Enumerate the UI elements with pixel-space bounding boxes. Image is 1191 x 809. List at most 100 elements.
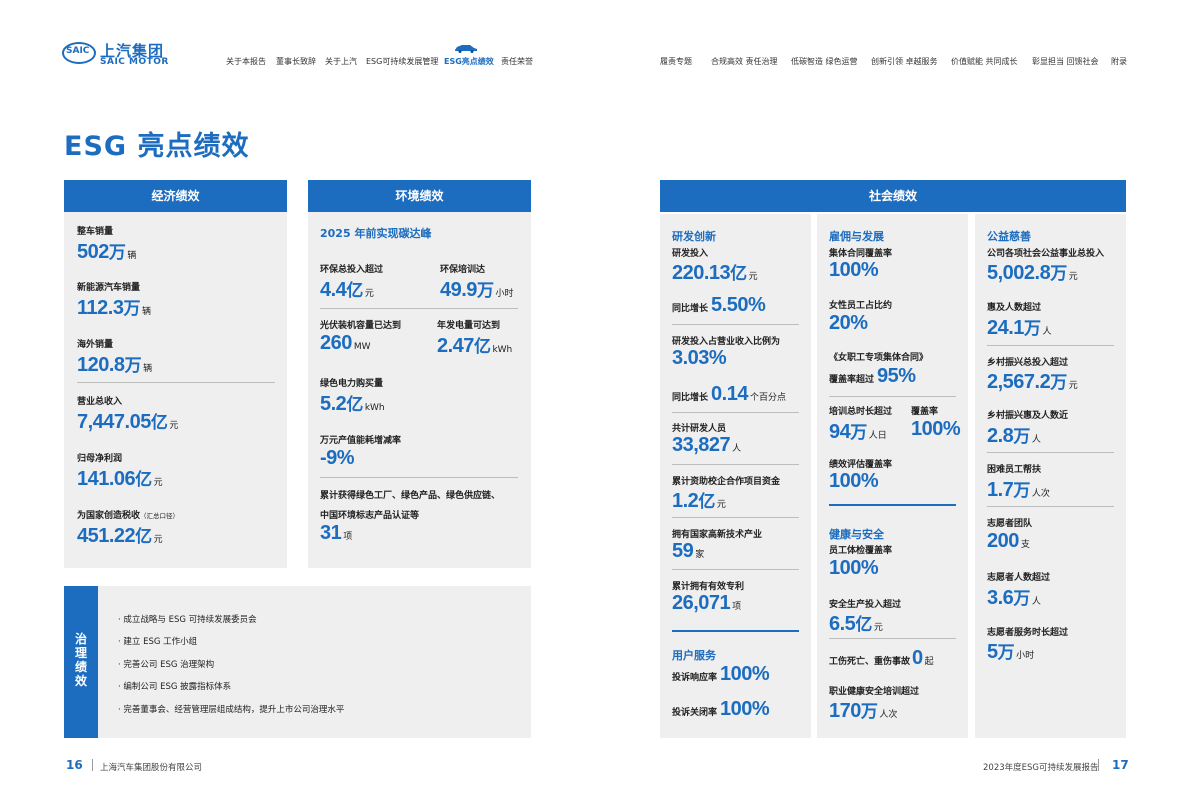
econ-revenue-value: 7,447.05亿元 <box>77 411 179 433</box>
emp-perf-label: 绩效评估覆盖率 <box>829 460 893 470</box>
pub-vol-teams-value: 200 支 <box>987 530 1030 552</box>
gov-side-text: 治理绩效 <box>74 632 87 688</box>
emp-divider <box>829 396 956 397</box>
page-number-right: 17 <box>1112 758 1129 772</box>
nav-special-topics[interactable]: 履责专题 <box>660 57 692 66</box>
rd-patent-label: 累计拥有有效专利 <box>672 582 745 592</box>
pub-invest-value: 5,002.8万元 <box>987 262 1078 284</box>
emp-training-label: 培训总时长超过 <box>829 407 893 417</box>
env-energy-rate-value: -9% <box>320 447 355 469</box>
emp-training-coverage-label: 覆盖率 <box>911 407 939 417</box>
rd-hitech-label: 拥有国家高新技术产业 <box>672 530 763 540</box>
pub-rural-people-value: 2.8万人 <box>987 425 1041 447</box>
hs-divider-2 <box>829 638 956 639</box>
page-title: ESG 亮点绩效 <box>64 131 250 162</box>
footer-separator <box>1098 759 1099 771</box>
nav-appendix[interactable]: 附录 <box>1111 57 1127 66</box>
rd-growth: 同比增长 5.50% <box>672 294 766 316</box>
nav-social-giving[interactable]: 彰显担当 回馈社会 <box>1032 57 1099 66</box>
nav-esg-management[interactable]: ESG可持续发展管理 <box>366 57 439 66</box>
pub-staff-aid-value: 1.7万 人次 <box>987 479 1050 501</box>
econ-tax-value: 451.22亿元 <box>77 525 163 547</box>
gov-side-label: 治理绩效 <box>64 586 98 738</box>
user-divider <box>672 630 799 632</box>
env-training-label: 环保培训达 <box>440 265 486 275</box>
pub-beneficiaries-value: 24.1万人 <box>987 317 1052 339</box>
pub-rural-invest-value: 2,567.2万元 <box>987 371 1078 393</box>
econ-panel <box>64 180 287 568</box>
env-power-gen-value: 2.47亿 kWh <box>437 335 513 357</box>
footer-report-title: 2023年度ESG可持续发展报告 <box>983 763 1099 773</box>
hs-safety-invest-value: 6.5亿元 <box>829 613 883 635</box>
logo-mark: SAIC <box>62 42 96 64</box>
pub-rural-invest-label: 乡村振兴总投入超过 <box>987 358 1069 368</box>
nav-about-report[interactable]: 关于本报告 <box>226 57 266 66</box>
pub-volunteers-value: 3.6万人 <box>987 587 1041 609</box>
user-title: 用户服务 <box>672 649 716 662</box>
footer-separator <box>92 759 93 771</box>
emp-training-value: 94万 人日 <box>829 421 887 443</box>
pub-staff-aid-label: 困难员工帮扶 <box>987 465 1042 475</box>
nav-value-growth[interactable]: 价值赋能 共同成长 <box>951 57 1018 66</box>
rd-hitech-value: 59 家 <box>672 540 705 562</box>
econ-overseas-sales-label: 海外销量 <box>77 340 114 350</box>
emp-female-value: 20% <box>829 312 868 334</box>
econ-revenue-label: 营业总收入 <box>77 397 123 407</box>
pub-rural-people-label: 乡村振兴惠及人数近 <box>987 411 1069 421</box>
logo-mark-text: SAIC <box>66 46 90 56</box>
env-green-power-label: 绿色电力购买量 <box>320 379 384 389</box>
rd-divider <box>672 464 799 465</box>
hs-checkup-label: 员工体检覆盖率 <box>829 546 893 556</box>
rd-divider <box>672 412 799 413</box>
nav-chairman-letter[interactable]: 董事长致辞 <box>276 57 316 66</box>
rd-divider <box>672 517 799 518</box>
user-close-rate: 投诉关闭率 100% <box>672 698 770 720</box>
env-pv-capacity-value: 260 MW <box>320 332 371 354</box>
env-power-gen-label: 年发电量可达到 <box>437 321 501 331</box>
env-invest-label: 环保总投入超过 <box>320 265 384 275</box>
rd-ratio-label: 研发投入占营业收入比例为 <box>672 337 781 347</box>
emp-training-coverage-value: 100% <box>911 418 961 440</box>
econ-net-profit-value: 141.06亿元 <box>77 468 163 490</box>
pub-divider <box>987 452 1114 453</box>
logo-text-en: SAIC MOTOR <box>100 57 169 67</box>
env-divider-2 <box>320 477 518 478</box>
gov-panel <box>98 586 531 738</box>
pub-divider <box>987 345 1114 346</box>
social-col-rd <box>660 214 811 738</box>
nav-innovation-service[interactable]: 创新引领 卓越服务 <box>871 57 938 66</box>
nav-governance[interactable]: 合规高效 责任治理 <box>711 57 778 66</box>
emp-women-contract-value: 覆盖率超过 95% <box>829 365 916 387</box>
social-header: 社会绩效 <box>660 180 1126 212</box>
hs-title: 健康与安全 <box>829 528 884 541</box>
hs-accident-value: 工伤死亡、重伤事故 0 起 <box>829 647 934 669</box>
econ-nev-sales-value: 112.3万辆 <box>77 297 151 319</box>
econ-vehicle-sales-label: 整车销量 <box>77 227 114 237</box>
hs-checkup-value: 100% <box>829 557 879 579</box>
env-invest-value: 4.4亿元 <box>320 279 374 301</box>
env-energy-rate-label: 万元产值能耗增减率 <box>320 436 402 446</box>
env-training-value: 49.9万 小时 <box>440 279 514 301</box>
rd-invest-label: 研发投入 <box>672 249 709 259</box>
pub-vol-hours-value: 5万 小时 <box>987 641 1035 663</box>
rd-invest-value: 220.13亿元 <box>672 262 758 284</box>
gov-item: · 完善公司 ESG 治理架构 <box>118 660 215 670</box>
hs-ohs-training-label: 职业健康安全培训超过 <box>829 687 920 697</box>
nav-honors[interactable]: 责任荣誉 <box>501 57 533 66</box>
emp-title: 雇佣与发展 <box>829 230 884 243</box>
pub-vol-teams-label: 志愿者团队 <box>987 519 1033 529</box>
nav-green-operation[interactable]: 低碳智造 绿色运营 <box>791 57 858 66</box>
nav-esg-highlights[interactable]: ESG亮点绩效 <box>444 57 494 66</box>
env-cert-label-2: 中国环境标志产品认证等 <box>320 511 420 521</box>
hs-safety-invest-label: 安全生产投入超过 <box>829 600 902 610</box>
pub-volunteers-label: 志愿者人数超过 <box>987 573 1051 583</box>
econ-header: 经济绩效 <box>64 180 287 212</box>
env-divider-1 <box>320 308 518 309</box>
social-col-employee <box>817 214 968 738</box>
emp-women-contract-label: 《女职工专项集体合同》 <box>829 353 929 363</box>
footer-company: 上海汽车集团股份有限公司 <box>100 763 203 773</box>
pub-divider <box>987 506 1114 507</box>
car-icon <box>455 45 477 53</box>
nav-about-saic[interactable]: 关于上汽 <box>325 57 357 66</box>
emp-perf-value: 100% <box>829 470 879 492</box>
